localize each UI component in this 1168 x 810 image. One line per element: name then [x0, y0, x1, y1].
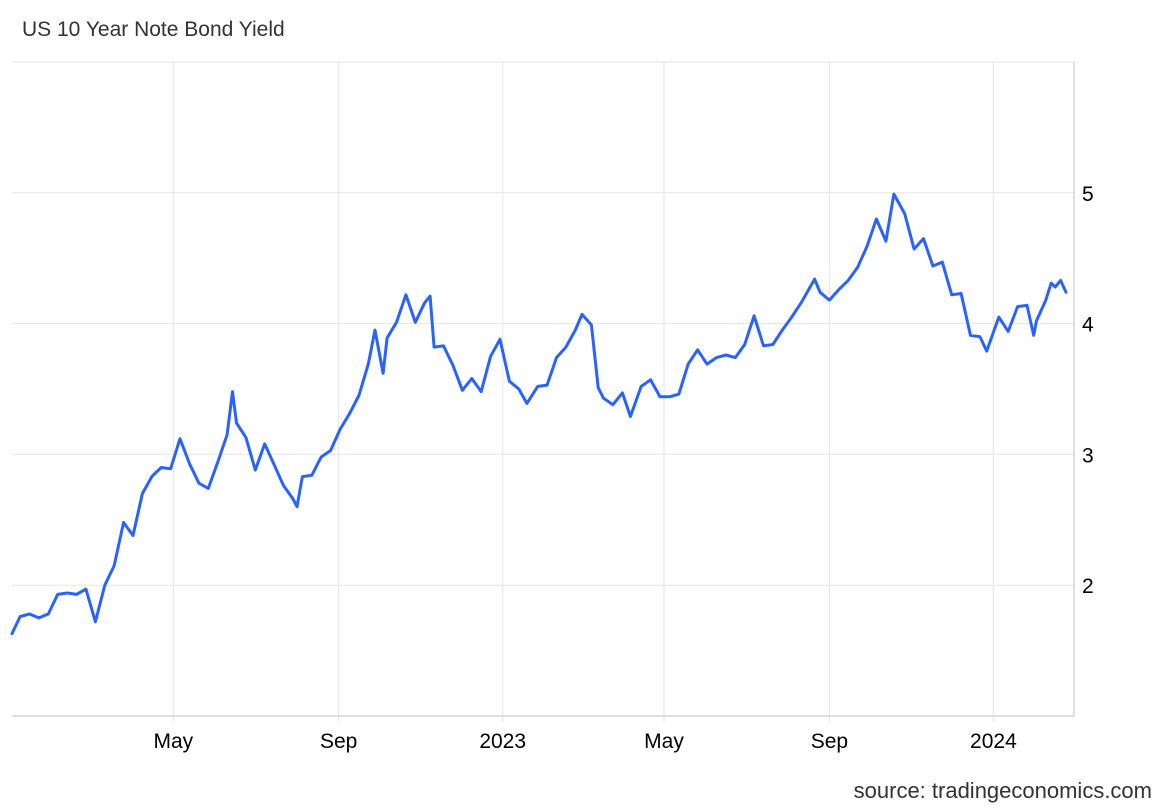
x-tick-label: Sep — [320, 730, 357, 753]
source-credit: source: tradingeconomics.com — [853, 778, 1152, 803]
y-tick-label: 3 — [1082, 444, 1094, 467]
axes — [12, 62, 1075, 717]
x-tick-label: May — [153, 730, 193, 753]
y-tick-labels: 2 3 4 5 — [1082, 183, 1094, 598]
x-tick-label: Sep — [811, 730, 848, 753]
series-line — [10, 192, 1068, 636]
y-tick-label: 4 — [1082, 314, 1094, 337]
y-tick-label: 2 — [1082, 575, 1094, 598]
x-tick-label: 2024 — [970, 730, 1017, 753]
grid-lines — [12, 61, 1074, 722]
chart-title: US 10 Year Note Bond Yield — [22, 18, 285, 41]
series-layer — [10, 192, 1068, 636]
y-tick-label: 5 — [1082, 183, 1094, 206]
x-tick-labels: May Sep 2023 May Sep 2024 — [153, 730, 1017, 753]
x-tick-label: 2023 — [479, 730, 526, 753]
x-tick-label: May — [644, 730, 684, 753]
